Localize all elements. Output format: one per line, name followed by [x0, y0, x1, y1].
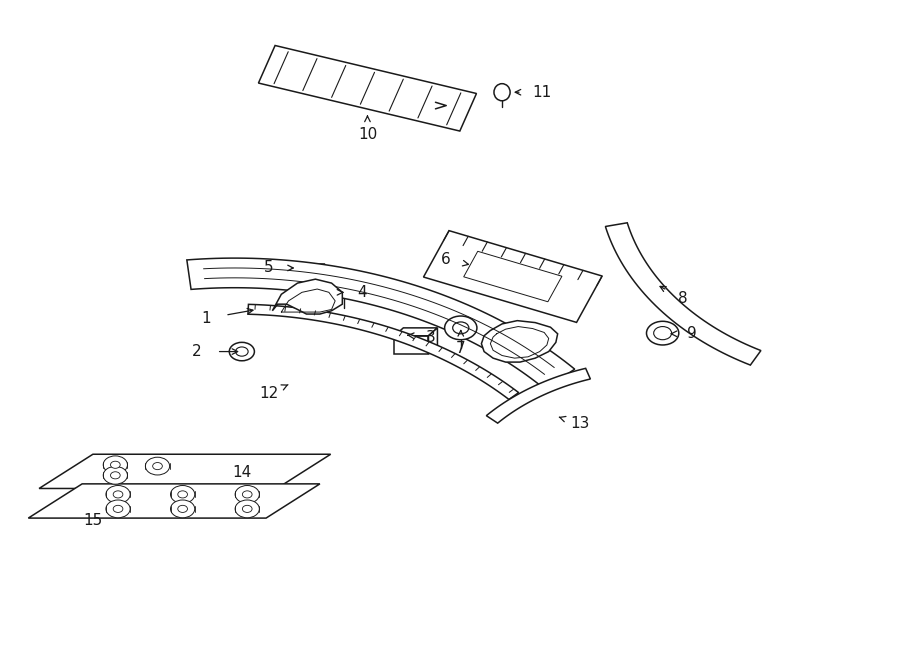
Polygon shape — [273, 279, 342, 314]
Polygon shape — [428, 328, 437, 354]
Text: 14: 14 — [232, 465, 251, 479]
Circle shape — [235, 500, 259, 518]
Polygon shape — [304, 264, 324, 280]
Polygon shape — [424, 231, 602, 323]
Text: 12: 12 — [259, 386, 278, 401]
Circle shape — [104, 456, 128, 474]
Text: 13: 13 — [571, 416, 590, 432]
Text: 9: 9 — [688, 327, 698, 341]
Polygon shape — [394, 336, 428, 354]
Circle shape — [146, 457, 169, 475]
Polygon shape — [464, 251, 562, 302]
Circle shape — [242, 491, 252, 498]
Polygon shape — [335, 288, 353, 296]
Text: 10: 10 — [358, 127, 377, 142]
Text: 11: 11 — [532, 85, 551, 100]
Circle shape — [106, 500, 130, 518]
Circle shape — [170, 500, 194, 518]
Circle shape — [170, 486, 194, 503]
Polygon shape — [28, 484, 319, 518]
Circle shape — [104, 467, 128, 485]
Circle shape — [111, 461, 121, 469]
Circle shape — [236, 347, 248, 356]
Circle shape — [242, 505, 252, 512]
Circle shape — [230, 342, 255, 361]
Text: 1: 1 — [201, 311, 211, 326]
Polygon shape — [486, 368, 590, 423]
Text: 5: 5 — [264, 260, 274, 276]
Text: 4: 4 — [357, 285, 367, 300]
Circle shape — [453, 322, 469, 334]
Polygon shape — [248, 304, 518, 399]
Text: 7: 7 — [456, 342, 465, 356]
Circle shape — [113, 491, 123, 498]
Polygon shape — [482, 321, 558, 362]
Circle shape — [653, 327, 671, 340]
Circle shape — [153, 463, 162, 470]
Polygon shape — [394, 328, 437, 336]
Circle shape — [178, 491, 187, 498]
Text: 6: 6 — [441, 252, 450, 267]
Text: 3: 3 — [426, 330, 435, 344]
Circle shape — [235, 486, 259, 503]
Circle shape — [445, 316, 477, 340]
Circle shape — [113, 505, 123, 512]
Polygon shape — [39, 454, 330, 488]
Text: 15: 15 — [84, 512, 103, 527]
Polygon shape — [606, 223, 760, 365]
Circle shape — [646, 321, 679, 345]
Polygon shape — [300, 268, 319, 280]
Text: 2: 2 — [193, 344, 202, 359]
Polygon shape — [258, 46, 476, 131]
Circle shape — [106, 486, 130, 503]
Circle shape — [111, 472, 121, 479]
Circle shape — [178, 505, 187, 512]
Ellipse shape — [494, 84, 510, 100]
Text: 8: 8 — [679, 292, 688, 307]
Polygon shape — [187, 258, 575, 389]
